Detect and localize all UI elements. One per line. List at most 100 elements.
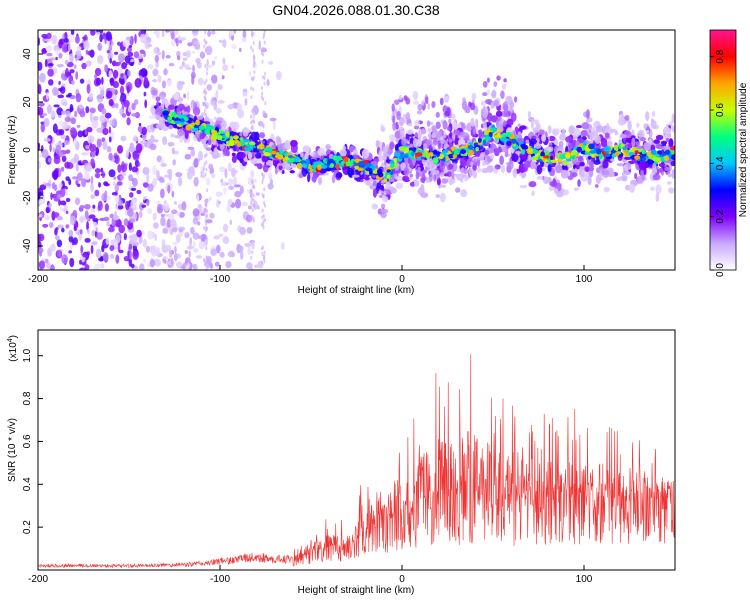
spectral-blob — [261, 215, 264, 220]
spectral-blob — [244, 98, 248, 106]
spectral-blob — [101, 171, 106, 179]
spectral-blob — [252, 119, 255, 124]
spectral-blob — [427, 102, 431, 110]
spectral-blob — [372, 180, 377, 187]
spectral-blob — [520, 154, 525, 160]
spectral-blob — [414, 119, 420, 127]
spectral-blob — [257, 163, 263, 170]
spectral-blob — [395, 176, 402, 180]
spectral-blob — [543, 155, 550, 159]
spectral-blob — [460, 189, 468, 198]
spectral-blob — [391, 103, 395, 112]
spectral-blob — [239, 185, 244, 194]
spectral-blob — [477, 156, 484, 161]
spectral-blob — [87, 135, 95, 144]
spectral-blob — [176, 80, 183, 91]
spectral-blob — [636, 122, 640, 128]
spectral-blob — [468, 156, 472, 161]
spectral-blob — [219, 251, 225, 258]
spectral-blob — [163, 202, 170, 212]
spectral-blob — [521, 144, 528, 149]
spectral-blob — [203, 44, 206, 49]
spectral-blob — [449, 131, 453, 138]
spectral-blob — [400, 131, 404, 140]
spectral-blob — [106, 90, 113, 99]
spectral-blob — [114, 51, 119, 55]
spectral-blob — [52, 147, 55, 153]
spectral-blob — [573, 128, 581, 137]
spectral-blob — [187, 245, 194, 250]
spectral-blob — [156, 246, 160, 257]
spectral-blob — [530, 160, 537, 170]
spectral-blob — [452, 154, 458, 159]
spectral-blob — [425, 96, 429, 105]
spectral-blob — [475, 146, 480, 152]
spectral-blob — [95, 248, 102, 259]
spectral-blob — [108, 152, 113, 161]
spectral-blob — [49, 244, 56, 252]
spectral-blob — [112, 94, 117, 102]
spectral-blob — [205, 267, 208, 270]
spectral-blob — [372, 188, 377, 198]
chart-title: GN04.2026.088.01.30.C38 — [272, 2, 440, 18]
spectral-blob — [138, 202, 144, 211]
spectral-blob — [260, 95, 263, 100]
spectral-blob — [131, 102, 136, 111]
spectral-blob — [56, 239, 63, 248]
spectral-blob — [161, 30, 165, 38]
spectral-blob — [192, 216, 199, 225]
spectral-blob — [208, 163, 214, 170]
spectral-blob — [195, 57, 201, 64]
colorbar-tick-label: 0.6 — [715, 103, 726, 117]
spectral-blob — [233, 135, 239, 140]
spectral-blob — [191, 74, 195, 85]
spectral-blob — [173, 201, 177, 205]
spectral-blob — [61, 254, 69, 265]
spectral-blob — [139, 263, 145, 270]
spectral-blob — [250, 45, 253, 50]
spectral-blob — [112, 215, 120, 221]
spectral-blob — [413, 180, 420, 187]
spectrogram-y-tick-label: 0 — [22, 147, 33, 153]
spectral-blob — [155, 169, 160, 179]
spectral-blob — [143, 141, 151, 148]
spectral-blob — [402, 175, 410, 182]
spectral-blob — [180, 37, 187, 41]
spectral-blob — [156, 32, 160, 39]
spectral-blob — [48, 79, 54, 86]
spectral-blob — [409, 143, 414, 148]
spectral-blob — [109, 57, 113, 64]
spectral-blob — [205, 255, 208, 260]
spectral-blob — [507, 160, 514, 170]
spectral-blob — [225, 140, 231, 145]
spectral-blob — [120, 135, 127, 142]
snr-y-tick-label: 0.8 — [22, 391, 33, 405]
spectral-blob — [51, 34, 58, 45]
spectral-blob — [464, 135, 470, 141]
spectral-blob — [625, 152, 629, 157]
spectral-blob — [664, 149, 671, 155]
spectral-blob — [250, 227, 253, 232]
spectral-blob — [603, 146, 611, 152]
spectral-blob — [667, 173, 672, 178]
spectral-blob — [536, 164, 543, 175]
spectral-blob — [94, 172, 101, 179]
spectral-blob — [429, 145, 434, 153]
spectrogram-plot-area — [38, 30, 675, 270]
spectral-blob — [426, 120, 431, 128]
spectral-blob — [119, 85, 125, 96]
spectral-blob — [639, 137, 646, 142]
spectral-blob — [178, 228, 184, 233]
spectral-blob — [382, 146, 389, 153]
spectral-blob — [451, 113, 456, 120]
spectral-blob — [65, 176, 70, 182]
spectral-blob — [205, 104, 208, 109]
spectral-blob — [671, 113, 675, 123]
spectral-blob — [211, 74, 218, 84]
spectral-blob — [167, 184, 171, 194]
spectral-blob — [467, 144, 474, 150]
snr-x-axis-label: Height of straight line (km) — [298, 585, 415, 596]
spectral-blob — [60, 134, 67, 140]
spectral-blob — [167, 141, 175, 147]
spectral-blob — [75, 50, 82, 60]
